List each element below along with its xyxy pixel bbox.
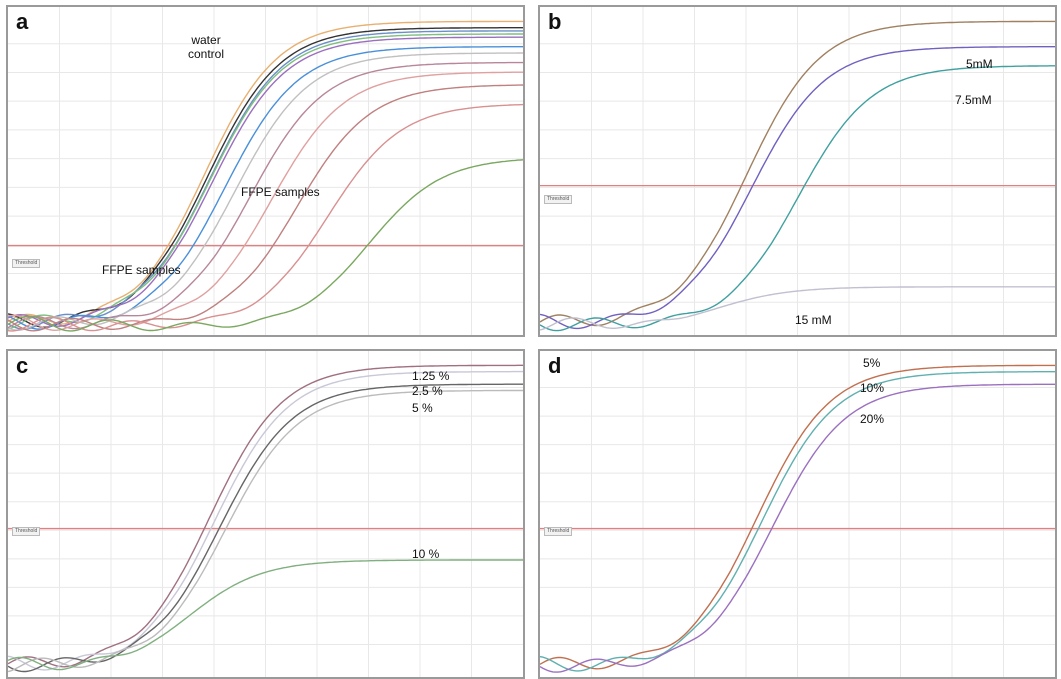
threshold-label: Threshold: [544, 527, 573, 536]
series-line-2: [8, 370, 523, 671]
threshold-label: Threshold: [544, 195, 573, 204]
series-line-2: [540, 46, 1055, 330]
grid: [540, 351, 1055, 677]
annotation-10-percent: 10%: [860, 381, 885, 395]
grid: [8, 351, 523, 677]
annotation-15mM: 15 mM: [795, 313, 832, 327]
series-line-10: [8, 84, 523, 332]
annotation-5-percent: 5%: [863, 356, 881, 370]
annotation-ffpe-samples-lower: FFPE samples: [102, 263, 181, 277]
series-line-6: [8, 46, 523, 330]
annotation-5mM: 5mM: [966, 57, 993, 71]
series-line-2: [8, 27, 523, 328]
series-line-9: [8, 71, 523, 332]
annotation-ffpe-samples-upper: FFPE samples: [241, 185, 320, 199]
chart-d: [540, 351, 1055, 677]
series-line-1: [540, 364, 1055, 670]
panel-label: b: [548, 9, 562, 34]
series-line-4: [8, 389, 523, 673]
annotation-7-5mM: 7.5mM: [955, 93, 992, 107]
series-line-5: [8, 36, 523, 327]
annotation-10-percent: 10 %: [412, 547, 440, 561]
panel-d: d Threshold 5% 10% 20%: [538, 349, 1057, 679]
chart-c: [8, 351, 523, 677]
chart-a: [8, 7, 523, 335]
panel-b: b Threshold 5mM 7.5mM 15 mM: [538, 5, 1057, 337]
chart-b: [540, 7, 1055, 335]
panel-label: a: [16, 9, 29, 34]
series-line-2: [540, 371, 1055, 672]
panel-a: a Threshold water control FFPE samples F…: [6, 5, 525, 337]
series-line-1: [8, 20, 523, 325]
panel-c: c Threshold 1.25 % 2.5 % 5 % 10 %: [6, 349, 525, 679]
annotation-1-25-percent: 1.25 %: [412, 369, 450, 383]
grid: [540, 7, 1055, 335]
series-line-4: [540, 286, 1055, 331]
series-line-3: [8, 383, 523, 673]
series-line-5: [8, 559, 523, 671]
threshold-label: Threshold: [12, 527, 41, 536]
series-line-3: [540, 383, 1055, 673]
panel-label: c: [16, 353, 29, 378]
series-line-4: [8, 33, 523, 330]
annotation-20-percent: 20%: [860, 412, 885, 426]
panel-label: d: [548, 353, 562, 378]
threshold-label: Threshold: [12, 259, 41, 268]
grid: [8, 7, 523, 335]
series-line-11: [8, 103, 523, 332]
annotation-water-control: water control: [188, 33, 225, 61]
annotation-2-5-percent: 2.5 %: [412, 384, 443, 398]
annotation-5-percent: 5 %: [412, 401, 433, 415]
series-line-12: [8, 159, 523, 332]
